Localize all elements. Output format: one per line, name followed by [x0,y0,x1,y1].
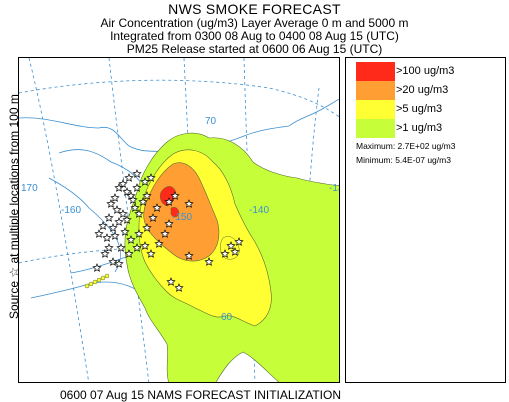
grid-label-lat-70: 70 [205,116,217,127]
source-star-icon [114,259,124,268]
legend-item-1: >1 ug/m3 [356,119,504,138]
legend: >100 ug/m3 >20 ug/m3 >5 ug/m3 >1 ug/m3 M… [345,57,506,383]
release-start: PM25 Release started at 0600 06 Aug 15 (… [126,42,383,56]
source-star-icon [118,209,128,218]
source-star-icon [124,249,134,258]
source-star-icon [164,219,174,228]
grid-label-lon-140: -140 [249,205,269,216]
isolated-smoke-spot [96,277,102,283]
source-star-icon [164,197,174,206]
source-star-icon [174,283,184,292]
grid-label-lon-170: 170 [21,183,38,194]
source-star-icon [126,235,136,244]
source-star-icon [108,257,118,266]
legend-label: >100 ug/m3 [396,65,455,77]
isolated-smoke-spot [84,283,90,289]
source-star-icon [134,209,144,218]
source-star-icon [142,223,152,232]
source-star-icon [132,243,142,252]
source-star-icon [114,217,124,226]
integration-period: Integrated from 0300 08 Aug to 0400 08 A… [110,29,399,43]
source-star-icon [184,251,194,260]
source-star-icon [120,227,130,236]
source-star-icon [166,277,176,286]
source-star-icon [110,231,120,240]
source-star-icon [94,229,104,238]
legend-swatch [356,100,395,119]
source-star-icon [170,191,180,200]
grid-label-lat-60: 60 [221,312,233,323]
source-star-icon [116,243,126,252]
source-star-icon [112,205,122,214]
map-title: NWS SMOKE FORECAST [168,1,341,17]
grid-label-lon-130: -130 [329,183,340,194]
legend-swatch [356,119,395,138]
contour-100ugm3-b [170,207,180,218]
source-star-icon [204,257,214,266]
grid-label-lon-160: -160 [61,205,81,216]
source-star-icon [104,243,114,252]
source-star-icon [106,199,116,208]
legend-minimum: Minimum: 5.4E-07 ug/m3 [356,155,451,165]
legend-label: >1 ug/m3 [396,122,443,134]
grid-label-lon-150: -150 [172,212,192,223]
isolated-smoke-spot [104,273,110,279]
source-star-icon [160,229,170,238]
isolated-smoke-spot [100,275,106,281]
source-star-icon [148,213,158,222]
source-star-icon [100,249,110,258]
source-star-icon [142,191,152,200]
source-star-icon [234,237,244,246]
source-star-icon [154,239,164,248]
legend-label: >20 ug/m3 [396,84,449,96]
isolated-smoke-spot [92,279,98,285]
source-star-icon [184,199,194,208]
smoke-map: 70 170 -160 -150 -140 -130 60 [18,57,340,383]
source-star-icon [122,215,132,224]
source-star-icon [220,249,230,258]
source-star-icon [102,233,112,242]
source-star-icon [146,173,156,182]
source-star-icon [132,169,142,178]
smoke-plume [124,132,339,382]
source-markers [84,169,244,292]
source-star-icon [134,229,144,238]
source-star-icon [118,179,128,188]
source-star-icon [128,195,138,204]
source-star-icon [230,247,240,256]
source-star-icon [110,193,120,202]
source-star-icon [122,187,132,196]
legend-item-5: >5 ug/m3 [356,100,504,119]
legend-item-20: >20 ug/m3 [356,81,504,100]
source-star-icon [140,177,150,186]
legend-label: >5 ug/m3 [396,103,443,115]
legend-maximum: Maximum: 2.7E+02 ug/m3 [356,141,456,151]
legend-item-100: >100 ug/m3 [356,62,504,81]
source-star-icon [226,241,236,250]
source-star-icon [124,173,134,182]
source-star-icon [92,263,102,272]
source-star-icon [132,183,142,192]
isolated-smoke-spot [88,281,94,287]
legend-swatch [356,81,395,100]
source-star-icon [152,203,162,212]
source-star-icon [140,241,150,250]
source-star-icon [146,249,156,258]
legend-swatch [356,62,395,81]
source-star-icon [130,203,140,212]
map-canvas: 70 170 -160 -150 -140 -130 60 [19,58,340,382]
forecast-initialization: 0600 07 Aug 15 NAMS FORECAST INITIALIZAT… [60,388,341,402]
concentration-description: Air Concentration (ug/m3) Layer Average … [100,16,409,30]
source-star-icon [104,213,114,222]
source-star-icon [108,223,118,232]
source-star-icon [138,197,148,206]
source-star-icon [98,221,108,230]
